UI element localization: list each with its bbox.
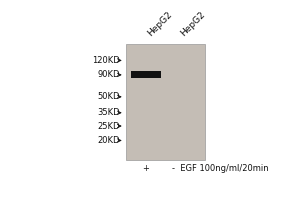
Text: +: + xyxy=(142,164,149,173)
Text: 20KD: 20KD xyxy=(98,136,120,145)
Bar xyxy=(126,44,205,160)
Text: 35KD: 35KD xyxy=(98,108,120,117)
Text: 25KD: 25KD xyxy=(98,122,120,131)
Text: -  EGF 100ng/ml/20min: - EGF 100ng/ml/20min xyxy=(172,164,268,173)
Text: 90KD: 90KD xyxy=(98,70,120,79)
Text: 50KD: 50KD xyxy=(98,92,120,101)
Bar xyxy=(130,71,160,78)
Text: HepG2: HepG2 xyxy=(179,10,207,38)
Text: HepG2: HepG2 xyxy=(146,10,174,38)
Text: 120KD: 120KD xyxy=(92,56,120,65)
